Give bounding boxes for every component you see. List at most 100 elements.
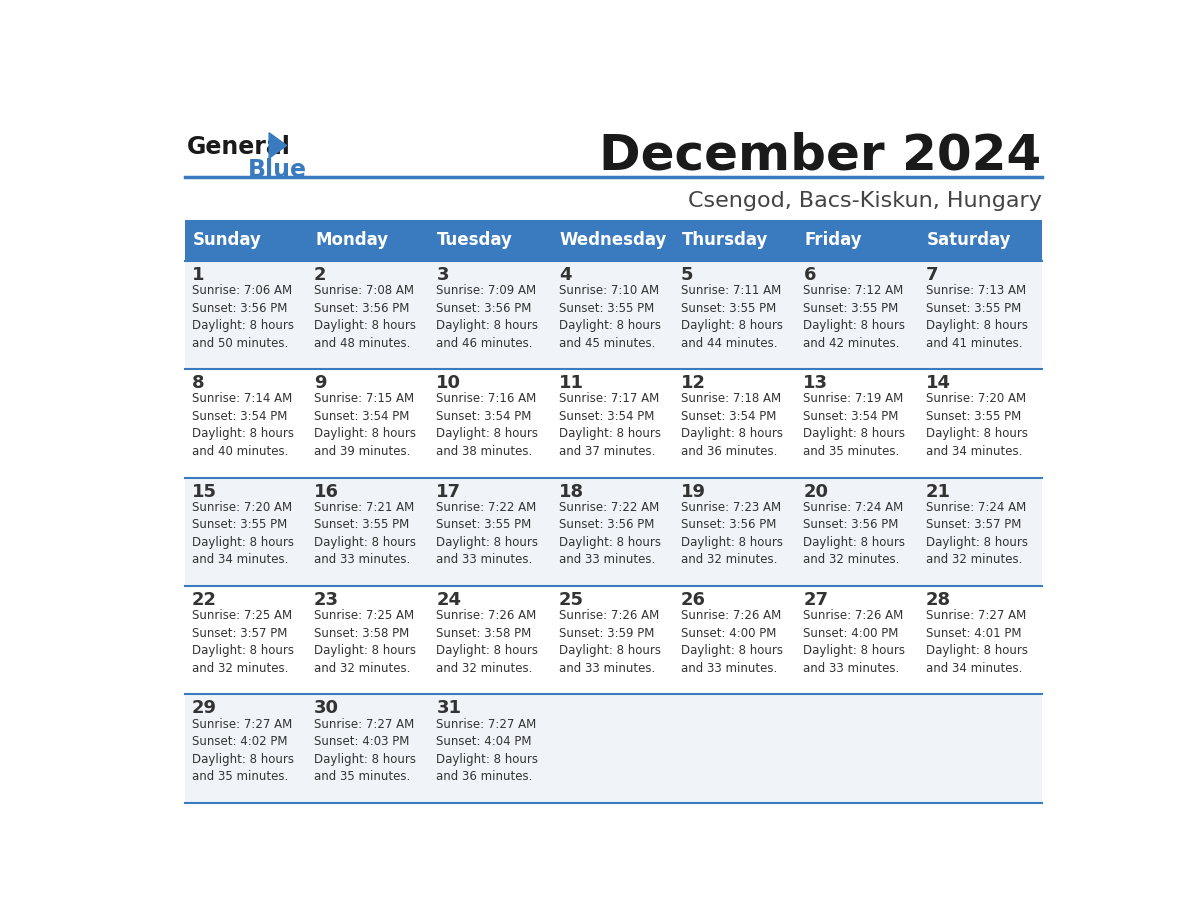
Text: 13: 13 [803,375,828,392]
Bar [308,261,430,369]
Text: Sunrise: 7:25 AM
Sunset: 3:58 PM
Daylight: 8 hours
and 32 minutes.: Sunrise: 7:25 AM Sunset: 3:58 PM Dayligh… [314,610,416,675]
Text: Sunrise: 7:08 AM
Sunset: 3:56 PM
Daylight: 8 hours
and 48 minutes.: Sunrise: 7:08 AM Sunset: 3:56 PM Dayligh… [314,284,416,350]
Text: Sunrise: 7:22 AM
Sunset: 3:56 PM
Daylight: 8 hours
and 33 minutes.: Sunrise: 7:22 AM Sunset: 3:56 PM Dayligh… [558,501,661,566]
Bar [430,477,552,586]
Text: 29: 29 [191,700,216,717]
Text: Sunrise: 7:13 AM
Sunset: 3:55 PM
Daylight: 8 hours
and 41 minutes.: Sunrise: 7:13 AM Sunset: 3:55 PM Dayligh… [925,284,1028,350]
Text: Sunrise: 7:11 AM
Sunset: 3:55 PM
Daylight: 8 hours
and 44 minutes.: Sunrise: 7:11 AM Sunset: 3:55 PM Dayligh… [681,284,783,350]
Text: 25: 25 [558,591,583,609]
Bar [308,219,430,261]
Text: Sunrise: 7:24 AM
Sunset: 3:56 PM
Daylight: 8 hours
and 32 minutes.: Sunrise: 7:24 AM Sunset: 3:56 PM Dayligh… [803,501,905,566]
Text: Sunrise: 7:20 AM
Sunset: 3:55 PM
Daylight: 8 hours
and 34 minutes.: Sunrise: 7:20 AM Sunset: 3:55 PM Dayligh… [191,501,293,566]
Text: 11: 11 [558,375,583,392]
Text: 16: 16 [314,483,339,500]
Text: 3: 3 [436,265,449,284]
Text: Sunrise: 7:22 AM
Sunset: 3:55 PM
Daylight: 8 hours
and 33 minutes.: Sunrise: 7:22 AM Sunset: 3:55 PM Dayligh… [436,501,538,566]
Text: 9: 9 [314,375,327,392]
Bar [797,369,920,477]
Text: Sunrise: 7:10 AM
Sunset: 3:55 PM
Daylight: 8 hours
and 45 minutes.: Sunrise: 7:10 AM Sunset: 3:55 PM Dayligh… [558,284,661,350]
Text: Sunrise: 7:20 AM
Sunset: 3:55 PM
Daylight: 8 hours
and 34 minutes.: Sunrise: 7:20 AM Sunset: 3:55 PM Dayligh… [925,393,1028,458]
Text: Sunrise: 7:16 AM
Sunset: 3:54 PM
Daylight: 8 hours
and 38 minutes.: Sunrise: 7:16 AM Sunset: 3:54 PM Dayligh… [436,393,538,458]
Text: 15: 15 [191,483,216,500]
Bar [797,261,920,369]
Bar [430,219,552,261]
Bar [675,694,797,803]
Text: Sunrise: 7:24 AM
Sunset: 3:57 PM
Daylight: 8 hours
and 32 minutes.: Sunrise: 7:24 AM Sunset: 3:57 PM Dayligh… [925,501,1028,566]
Text: Sunrise: 7:09 AM
Sunset: 3:56 PM
Daylight: 8 hours
and 46 minutes.: Sunrise: 7:09 AM Sunset: 3:56 PM Dayligh… [436,284,538,350]
Bar [675,477,797,586]
Bar [675,586,797,694]
Text: Sunrise: 7:27 AM
Sunset: 4:04 PM
Daylight: 8 hours
and 36 minutes.: Sunrise: 7:27 AM Sunset: 4:04 PM Dayligh… [436,718,538,783]
Text: 14: 14 [925,375,950,392]
Text: Sunrise: 7:21 AM
Sunset: 3:55 PM
Daylight: 8 hours
and 33 minutes.: Sunrise: 7:21 AM Sunset: 3:55 PM Dayligh… [314,501,416,566]
Text: December 2024: December 2024 [599,131,1042,179]
Text: Csengod, Bacs-Kiskun, Hungary: Csengod, Bacs-Kiskun, Hungary [688,192,1042,211]
Text: 5: 5 [681,265,694,284]
Bar [308,694,430,803]
Text: Blue: Blue [248,158,307,183]
Text: Sunrise: 7:27 AM
Sunset: 4:03 PM
Daylight: 8 hours
and 35 minutes.: Sunrise: 7:27 AM Sunset: 4:03 PM Dayligh… [314,718,416,783]
Text: 22: 22 [191,591,216,609]
Text: General: General [188,135,291,159]
Bar [552,369,675,477]
Bar [430,694,552,803]
Text: 10: 10 [436,375,461,392]
Text: 17: 17 [436,483,461,500]
Bar [308,369,430,477]
Text: Sunrise: 7:18 AM
Sunset: 3:54 PM
Daylight: 8 hours
and 36 minutes.: Sunrise: 7:18 AM Sunset: 3:54 PM Dayligh… [681,393,783,458]
Bar [797,219,920,261]
Bar [920,219,1042,261]
Text: 23: 23 [314,591,339,609]
Text: 1: 1 [191,265,204,284]
Text: Sunrise: 7:26 AM
Sunset: 3:59 PM
Daylight: 8 hours
and 33 minutes.: Sunrise: 7:26 AM Sunset: 3:59 PM Dayligh… [558,610,661,675]
Text: 26: 26 [681,591,706,609]
Text: Sunrise: 7:26 AM
Sunset: 3:58 PM
Daylight: 8 hours
and 32 minutes.: Sunrise: 7:26 AM Sunset: 3:58 PM Dayligh… [436,610,538,675]
Bar [185,219,308,261]
Bar [797,694,920,803]
Text: Sunrise: 7:06 AM
Sunset: 3:56 PM
Daylight: 8 hours
and 50 minutes.: Sunrise: 7:06 AM Sunset: 3:56 PM Dayligh… [191,284,293,350]
Text: 6: 6 [803,265,816,284]
Text: 4: 4 [558,265,571,284]
Bar [185,586,308,694]
Text: 2: 2 [314,265,327,284]
Text: 28: 28 [925,591,950,609]
Bar [675,369,797,477]
Text: Sunrise: 7:27 AM
Sunset: 4:02 PM
Daylight: 8 hours
and 35 minutes.: Sunrise: 7:27 AM Sunset: 4:02 PM Dayligh… [191,718,293,783]
Text: Sunrise: 7:26 AM
Sunset: 4:00 PM
Daylight: 8 hours
and 33 minutes.: Sunrise: 7:26 AM Sunset: 4:00 PM Dayligh… [803,610,905,675]
Text: 7: 7 [925,265,939,284]
Bar [430,261,552,369]
Bar [430,369,552,477]
Text: Sunrise: 7:14 AM
Sunset: 3:54 PM
Daylight: 8 hours
and 40 minutes.: Sunrise: 7:14 AM Sunset: 3:54 PM Dayligh… [191,393,293,458]
Text: Sunrise: 7:17 AM
Sunset: 3:54 PM
Daylight: 8 hours
and 37 minutes.: Sunrise: 7:17 AM Sunset: 3:54 PM Dayligh… [558,393,661,458]
Bar [797,477,920,586]
Text: Sunrise: 7:27 AM
Sunset: 4:01 PM
Daylight: 8 hours
and 34 minutes.: Sunrise: 7:27 AM Sunset: 4:01 PM Dayligh… [925,610,1028,675]
Bar [185,369,308,477]
Bar [552,219,675,261]
Bar [920,477,1042,586]
Text: Wednesday: Wednesday [560,231,666,249]
Bar [675,219,797,261]
Text: 21: 21 [925,483,950,500]
Text: Thursday: Thursday [682,231,769,249]
Bar [308,477,430,586]
Text: 19: 19 [681,483,706,500]
Bar [552,477,675,586]
Bar [552,694,675,803]
Text: Sunrise: 7:26 AM
Sunset: 4:00 PM
Daylight: 8 hours
and 33 minutes.: Sunrise: 7:26 AM Sunset: 4:00 PM Dayligh… [681,610,783,675]
Text: Sunrise: 7:19 AM
Sunset: 3:54 PM
Daylight: 8 hours
and 35 minutes.: Sunrise: 7:19 AM Sunset: 3:54 PM Dayligh… [803,393,905,458]
Bar [308,586,430,694]
Text: Saturday: Saturday [927,231,1011,249]
Bar [920,586,1042,694]
Text: Sunrise: 7:23 AM
Sunset: 3:56 PM
Daylight: 8 hours
and 32 minutes.: Sunrise: 7:23 AM Sunset: 3:56 PM Dayligh… [681,501,783,566]
Text: 30: 30 [314,700,339,717]
Bar [675,261,797,369]
Bar [552,586,675,694]
Polygon shape [270,133,286,158]
Bar [797,586,920,694]
Bar [920,369,1042,477]
Bar [185,261,308,369]
Text: 20: 20 [803,483,828,500]
Text: 18: 18 [558,483,583,500]
Text: 27: 27 [803,591,828,609]
Text: 31: 31 [436,700,461,717]
